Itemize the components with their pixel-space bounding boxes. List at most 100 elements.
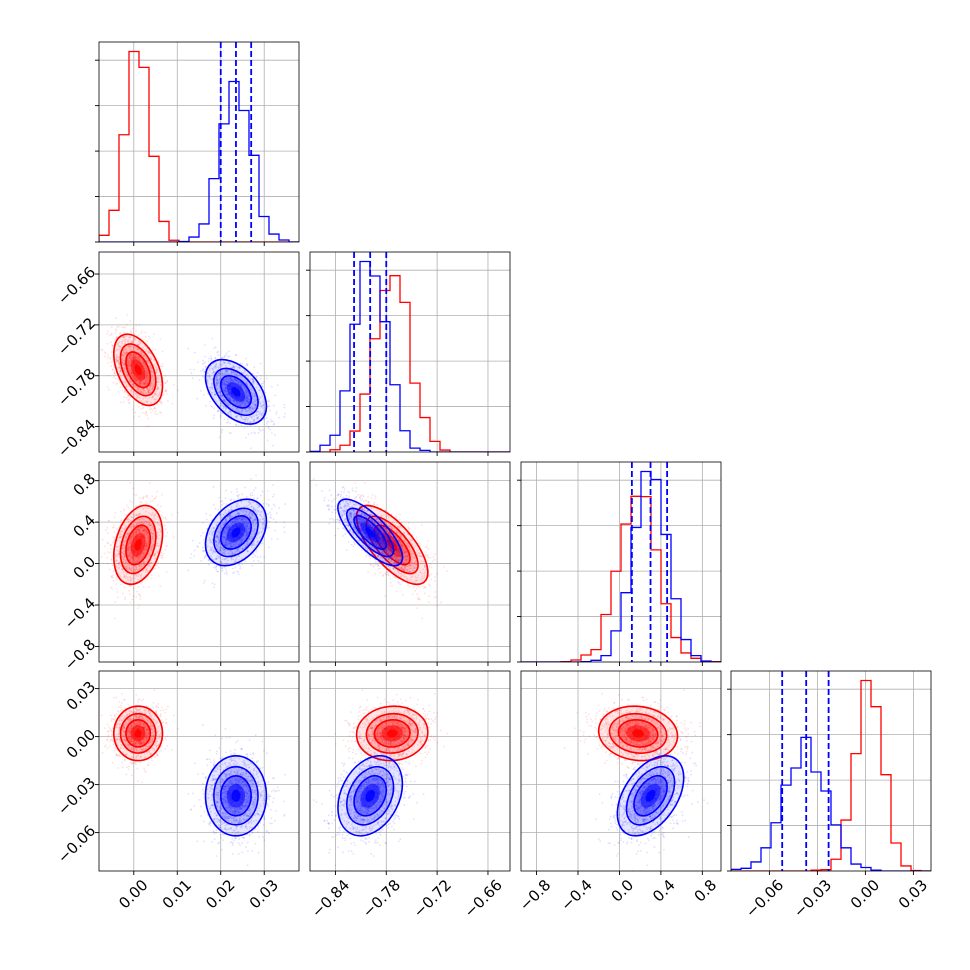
sample-point <box>118 341 121 344</box>
sample-point <box>139 342 141 345</box>
sample-point <box>145 367 147 370</box>
sample-point <box>135 378 138 381</box>
sample-point <box>155 393 158 395</box>
sample-point <box>127 395 130 397</box>
sample-point <box>244 357 247 360</box>
sample-point <box>251 564 254 567</box>
sample-point <box>144 357 147 360</box>
sample-point <box>117 360 120 363</box>
sample-point <box>143 383 146 386</box>
sample-point <box>125 351 127 353</box>
sample-point <box>246 362 249 365</box>
sample-point <box>145 373 147 375</box>
sample-point <box>216 351 219 354</box>
sample-point <box>137 381 140 384</box>
sample-point <box>155 369 158 372</box>
sample-point <box>210 360 213 362</box>
sample-point <box>203 370 206 373</box>
sample-point <box>115 377 117 380</box>
sample-point <box>245 495 248 498</box>
sample-point <box>139 341 142 344</box>
sample-point <box>130 372 133 375</box>
sample-point <box>113 531 116 534</box>
sample-point <box>221 569 224 572</box>
sample-point <box>142 388 145 391</box>
sample-point <box>149 367 152 369</box>
sample-point <box>159 585 162 588</box>
sample-point <box>224 386 227 389</box>
sample-point <box>210 388 213 391</box>
sample-point <box>130 372 133 375</box>
sample-point <box>127 340 130 343</box>
sample-point <box>251 405 254 408</box>
sample-point <box>237 571 240 574</box>
red-histogram-1 <box>310 275 510 452</box>
sample-point <box>143 364 146 367</box>
sample-point <box>143 389 145 392</box>
sample-point <box>252 408 255 411</box>
sample-point <box>133 379 136 381</box>
sample-point <box>269 428 271 431</box>
sample-point <box>217 410 219 413</box>
sample-point <box>158 400 161 403</box>
sample-point <box>151 375 154 378</box>
sample-point <box>128 593 131 596</box>
sample-point <box>154 412 156 415</box>
sample-point <box>263 409 266 412</box>
sample-point <box>146 374 149 377</box>
sample-point <box>200 534 202 537</box>
sample-point <box>118 362 121 364</box>
sample-point <box>221 356 224 359</box>
sample-point <box>254 404 257 407</box>
sample-point <box>149 482 151 485</box>
sample-point <box>206 372 209 374</box>
sample-point <box>120 521 122 524</box>
sample-point <box>111 576 114 579</box>
sample-point <box>225 372 228 375</box>
sample-point <box>227 381 230 384</box>
sample-point <box>154 393 157 396</box>
sample-point <box>146 388 148 390</box>
sample-point <box>221 394 224 397</box>
sample-point <box>143 382 146 385</box>
sample-point <box>107 551 110 553</box>
sample-point <box>164 390 167 393</box>
sample-point <box>251 494 254 497</box>
sample-point <box>135 324 138 327</box>
sample-point <box>259 374 262 377</box>
sample-point <box>144 366 147 369</box>
sample-point <box>256 498 258 500</box>
sample-point <box>148 408 151 411</box>
sample-point <box>143 355 146 358</box>
sample-point <box>140 391 143 394</box>
sample-point <box>211 386 214 389</box>
sample-point <box>235 423 237 426</box>
sample-point <box>131 501 133 504</box>
sample-point <box>117 596 119 599</box>
sample-point <box>157 561 159 564</box>
sample-point <box>145 375 148 378</box>
sample-point <box>134 376 137 379</box>
sample-point <box>118 366 121 369</box>
sample-point <box>142 338 145 341</box>
sample-point <box>144 382 146 384</box>
sample-point <box>283 403 286 406</box>
sample-point <box>131 356 133 359</box>
sample-point <box>211 368 214 370</box>
sample-point <box>129 389 132 392</box>
sample-point <box>258 389 261 392</box>
sample-point <box>134 411 137 414</box>
sample-point <box>162 552 165 555</box>
sample-point <box>270 418 272 421</box>
sample-point <box>110 341 112 344</box>
sample-point <box>134 353 136 355</box>
sample-point <box>200 559 202 562</box>
sample-point <box>221 383 224 386</box>
sample-point <box>207 558 210 561</box>
sample-point <box>150 383 153 385</box>
sample-point <box>253 419 255 422</box>
sample-point <box>153 407 156 410</box>
sample-point <box>202 368 205 370</box>
sample-point <box>273 493 276 496</box>
sample-point <box>164 388 167 391</box>
